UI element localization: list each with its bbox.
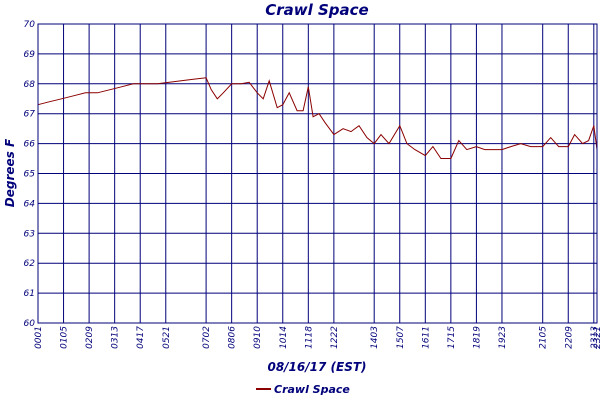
x-axis-label: 08/16/17 (EST) bbox=[267, 360, 366, 374]
series-line-crawl-space bbox=[37, 77, 598, 159]
x-tick-label: 0521 bbox=[162, 326, 172, 349]
x-tick-label: 0313 bbox=[111, 326, 121, 349]
x-tick-label: 0001 bbox=[34, 326, 44, 349]
x-tick-label: 0209 bbox=[85, 326, 95, 349]
y-tick-labels: 60 61 62 63 64 65 66 67 68 69 70 bbox=[24, 20, 36, 329]
y-tick-label: 66 bbox=[24, 140, 36, 150]
y-tick-label: 64 bbox=[24, 199, 36, 209]
x-tick-label: 1715 bbox=[447, 326, 457, 349]
x-tick-label: 1819 bbox=[472, 326, 482, 349]
legend-label: Crawl Space bbox=[274, 383, 350, 396]
y-tick-label: 62 bbox=[24, 259, 36, 269]
x-tick-labels: 0001 0105 0209 0313 0417 0521 0702 0806 0910 1014… bbox=[34, 326, 600, 349]
x-tick-label: 1403 bbox=[370, 326, 380, 349]
x-tick-label: 1611 bbox=[421, 326, 431, 349]
y-tick-label: 70 bbox=[24, 20, 36, 30]
y-axis-label: Degrees F bbox=[3, 138, 17, 207]
x-tick-label: 0910 bbox=[253, 326, 263, 349]
y-tick-label: 63 bbox=[24, 229, 36, 239]
x-tick-label: 1923 bbox=[498, 326, 508, 349]
x-tick-label: 1507 bbox=[396, 326, 406, 349]
chart-title: Crawl Space bbox=[265, 1, 368, 19]
x-tick-label: 1014 bbox=[279, 326, 289, 349]
plot-frame bbox=[37, 23, 598, 324]
x-tick-label: 0417 bbox=[136, 326, 146, 349]
y-tick-label: 61 bbox=[24, 289, 35, 299]
y-tick-label: 69 bbox=[24, 50, 36, 60]
x-tick-label: 2313 bbox=[590, 326, 600, 349]
x-tick-label: 2321 bbox=[593, 326, 600, 349]
x-tick-label: 1118 bbox=[304, 326, 314, 349]
x-tick-label: 2105 bbox=[539, 326, 549, 349]
legend: Crawl Space bbox=[256, 383, 350, 396]
x-tick-label: 0105 bbox=[60, 326, 70, 349]
y-tick-label: 65 bbox=[24, 170, 36, 180]
x-tick-label: 1222 bbox=[330, 326, 340, 349]
x-tick-label: 0702 bbox=[202, 326, 212, 349]
x-tick-label: 0806 bbox=[228, 326, 238, 349]
y-tick-label: 67 bbox=[24, 110, 36, 120]
x-tick-label: 2209 bbox=[564, 326, 574, 349]
y-tick-label: 68 bbox=[24, 80, 36, 90]
y-tick-label: 60 bbox=[24, 319, 36, 329]
